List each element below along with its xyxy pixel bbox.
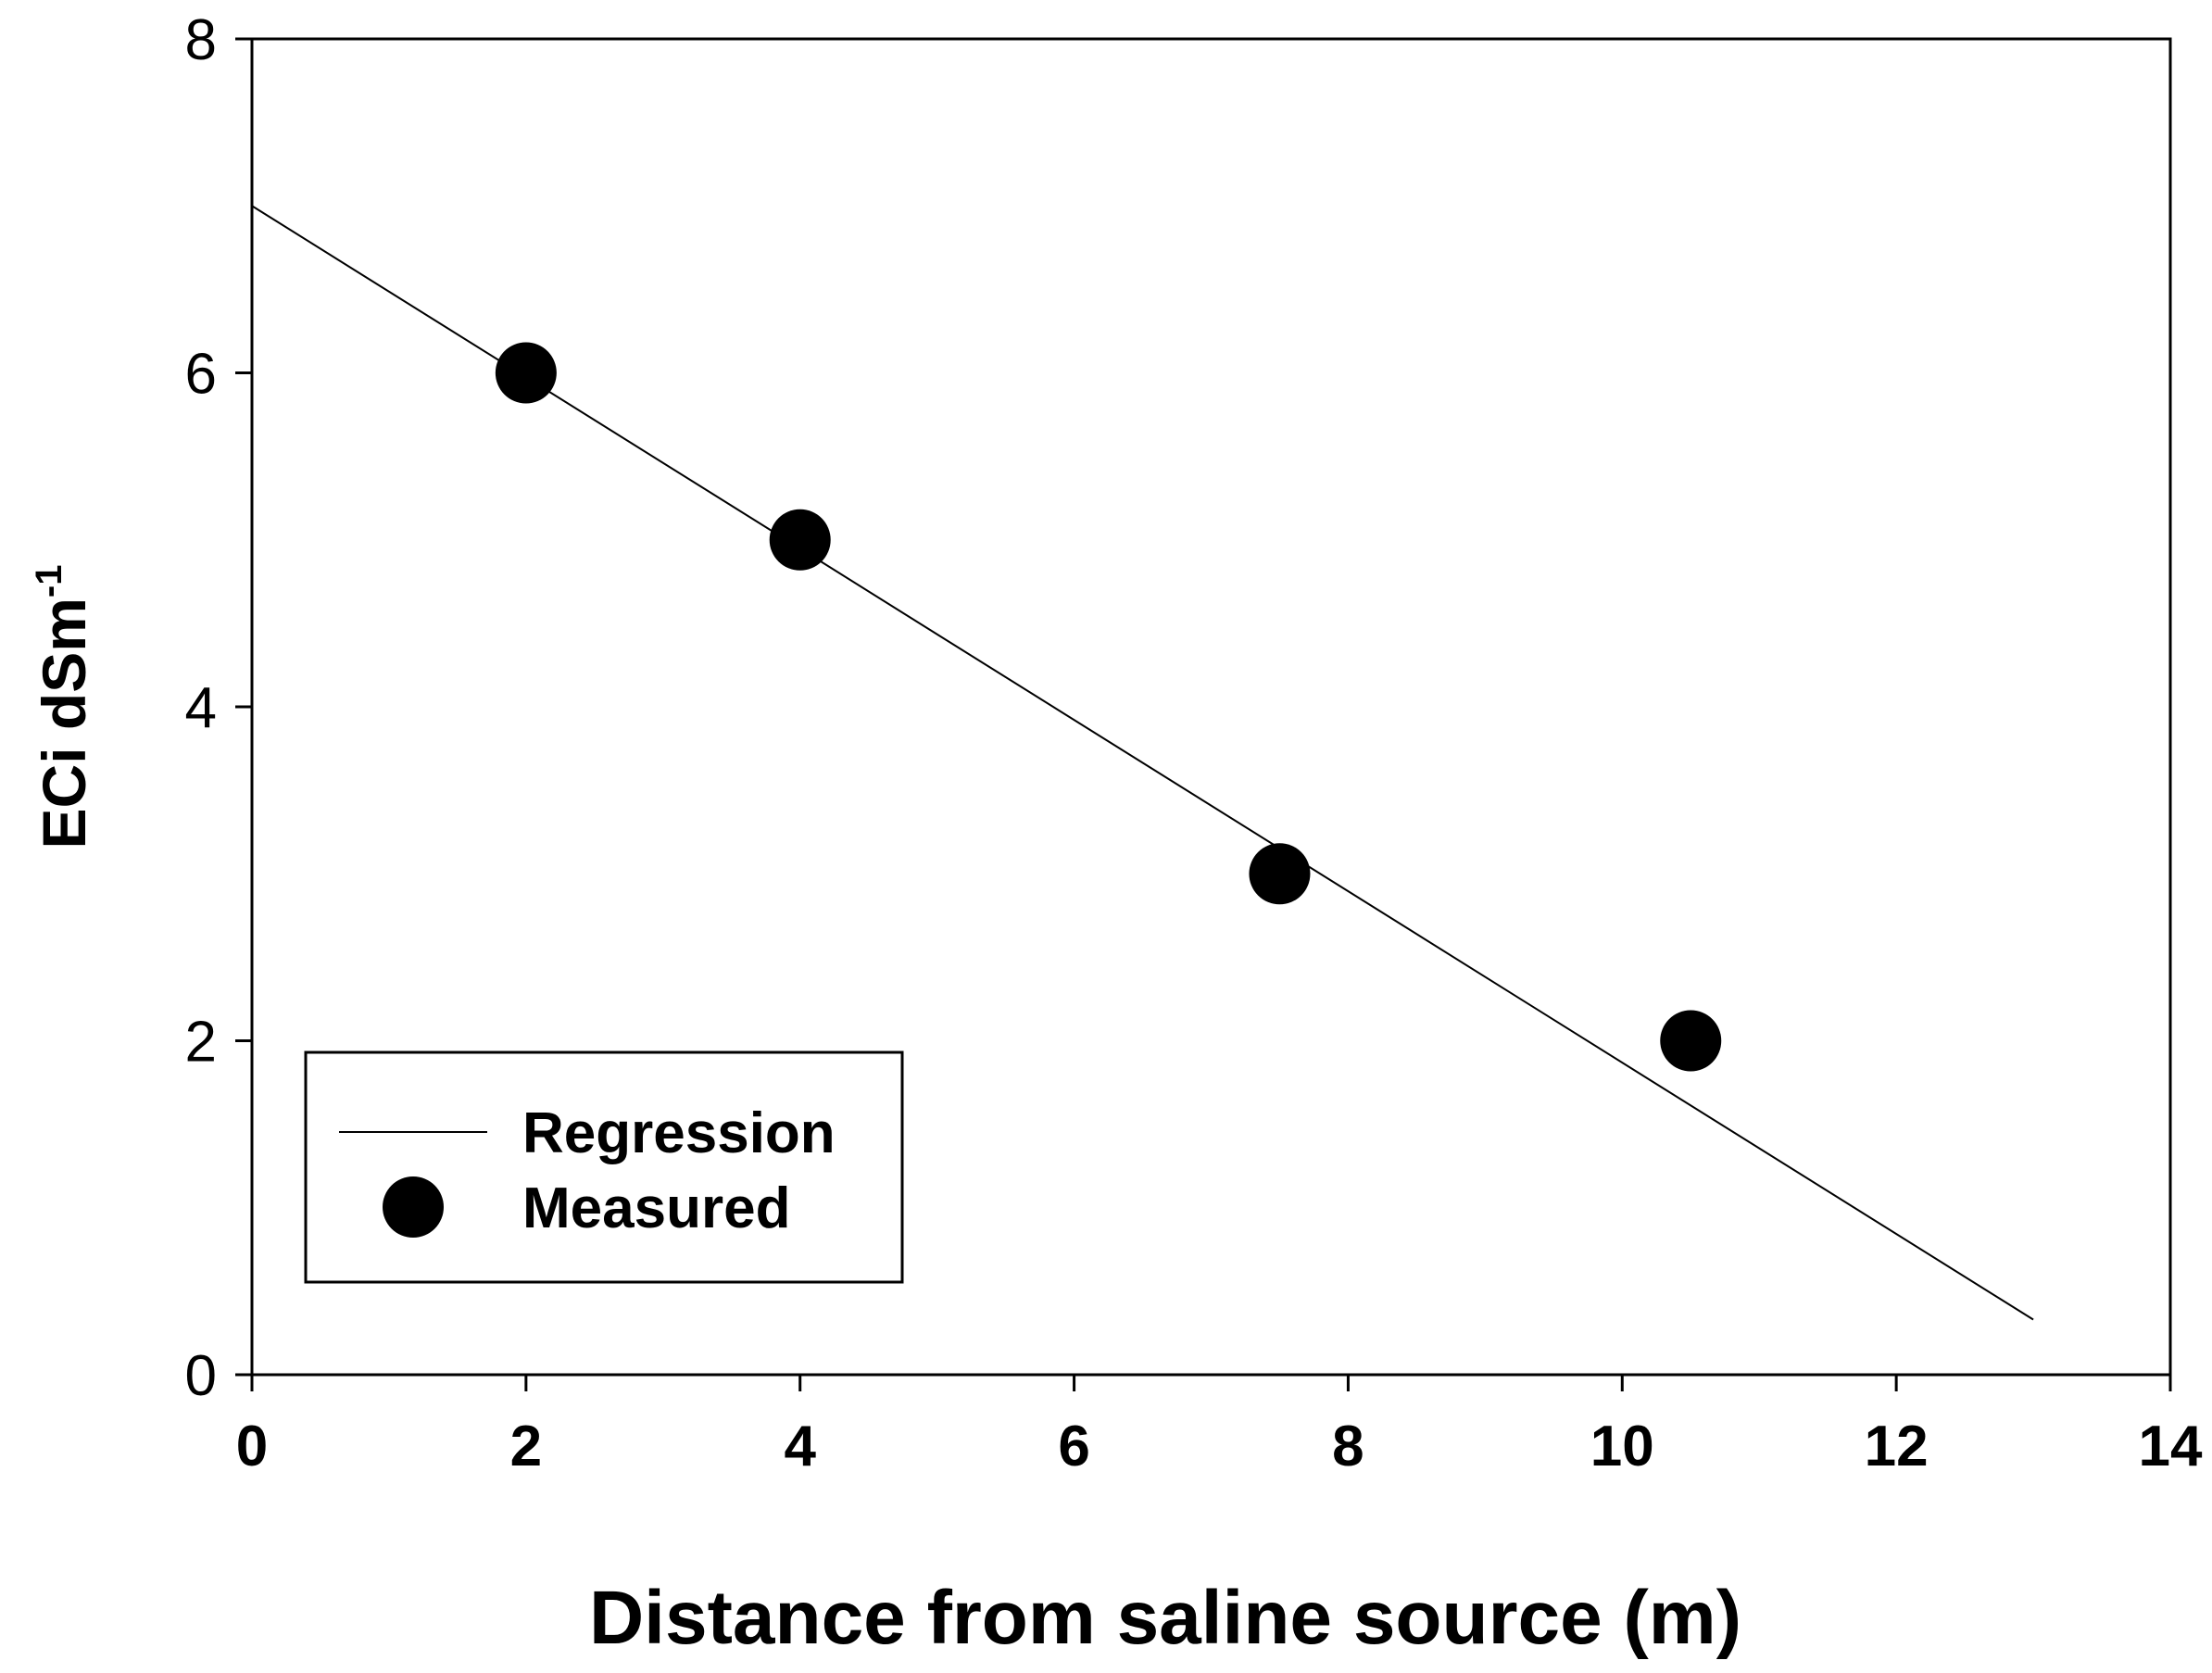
x-axis-ticks: 0 2 4 6 8 10 12 14 [236,1375,2203,1478]
x-tick-label: 4 [784,1415,816,1478]
y-tick-label: 4 [185,676,217,740]
legend-box [304,1050,904,1284]
y-axis-title-base: ECi dSm [30,598,98,849]
x-tick-label: 14 [2139,1415,2203,1478]
y-axis-ticks: 0 2 4 6 8 [185,8,252,1408]
y-tick-label: 0 [185,1344,217,1408]
x-tick-label: 8 [1332,1415,1364,1478]
x-tick-label: 6 [1058,1415,1089,1478]
x-tick-label: 2 [510,1415,542,1478]
y-axis-title-superscript: -1 [29,565,69,598]
legend: Regression Measured [304,1050,904,1284]
measured-point [1660,1010,1722,1072]
legend-regression-label: Regression [522,1101,836,1165]
x-tick-label: 10 [1590,1415,1654,1478]
x-tick-label: 12 [1865,1415,1929,1478]
legend-measured-label: Measured [522,1176,790,1240]
y-tick-label: 2 [185,1011,217,1075]
legend-measured-swatch [383,1176,444,1238]
series-layer [251,205,2034,1321]
measured-point [1249,843,1311,905]
x-axis-title: Distance from saline source (m) [589,1576,1741,1660]
measured-point [495,342,557,404]
x-tick-label: 0 [236,1415,268,1478]
y-tick-label: 8 [185,8,217,72]
y-tick-label: 6 [185,343,217,407]
measured-point [769,509,831,571]
y-axis-title: ECi dSm-1 [29,565,98,849]
